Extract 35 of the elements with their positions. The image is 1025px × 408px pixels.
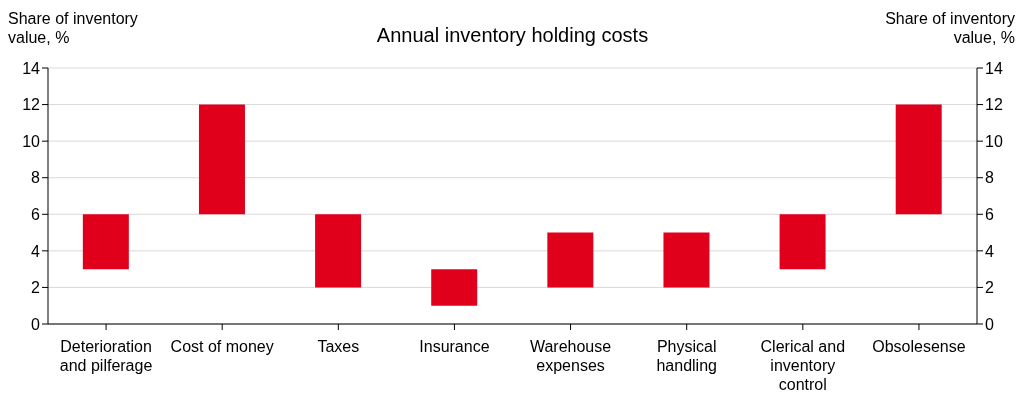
bar [895,104,942,215]
x-tick-label: Obsolesense [872,338,966,355]
bar [431,269,478,306]
y-tick-label: 12 [22,96,41,114]
y2-tick-label: 14 [985,59,1003,77]
y2-tick-label: 6 [985,205,994,223]
y2-tick-label: 8 [985,169,994,187]
y-tick-label: 2 [31,279,41,297]
x-tick-label: Insurance [419,338,490,355]
y-tick-label: 0 [31,315,41,333]
bar [663,232,710,288]
y2-tick-label: 10 [985,132,1003,150]
x-tick-label: Clerical and inventory control [760,338,846,393]
y-tick-label: 8 [31,169,41,187]
y-tick-label: 14 [22,59,41,77]
y2-tick-label: 12 [985,96,1003,114]
y2-tick-label: 0 [985,315,994,333]
y2-tick-label: 4 [985,242,994,260]
x-tick-label: Cost of money [170,338,274,355]
bar [82,214,129,270]
bar [779,214,826,270]
y-tick-label: 10 [22,132,41,150]
y-axis-title: Share of inventory value, % [8,10,138,46]
bar [315,214,362,288]
x-tick-label: Taxes [317,338,360,355]
x-tick-label: Physical handling [656,338,717,374]
bar [547,232,594,288]
x-tick-label: Deterioration and pilferage [59,338,153,374]
bar [198,104,245,215]
y2-tick-label: 2 [985,279,994,297]
x-tick-label: Warehouse expenses [529,338,612,374]
y-tick-label: 6 [31,205,41,223]
y2-axis-title: Share of inventory value, % [885,10,1015,46]
y-tick-label: 4 [31,242,41,260]
chart-title: Annual inventory holding costs [376,24,649,46]
